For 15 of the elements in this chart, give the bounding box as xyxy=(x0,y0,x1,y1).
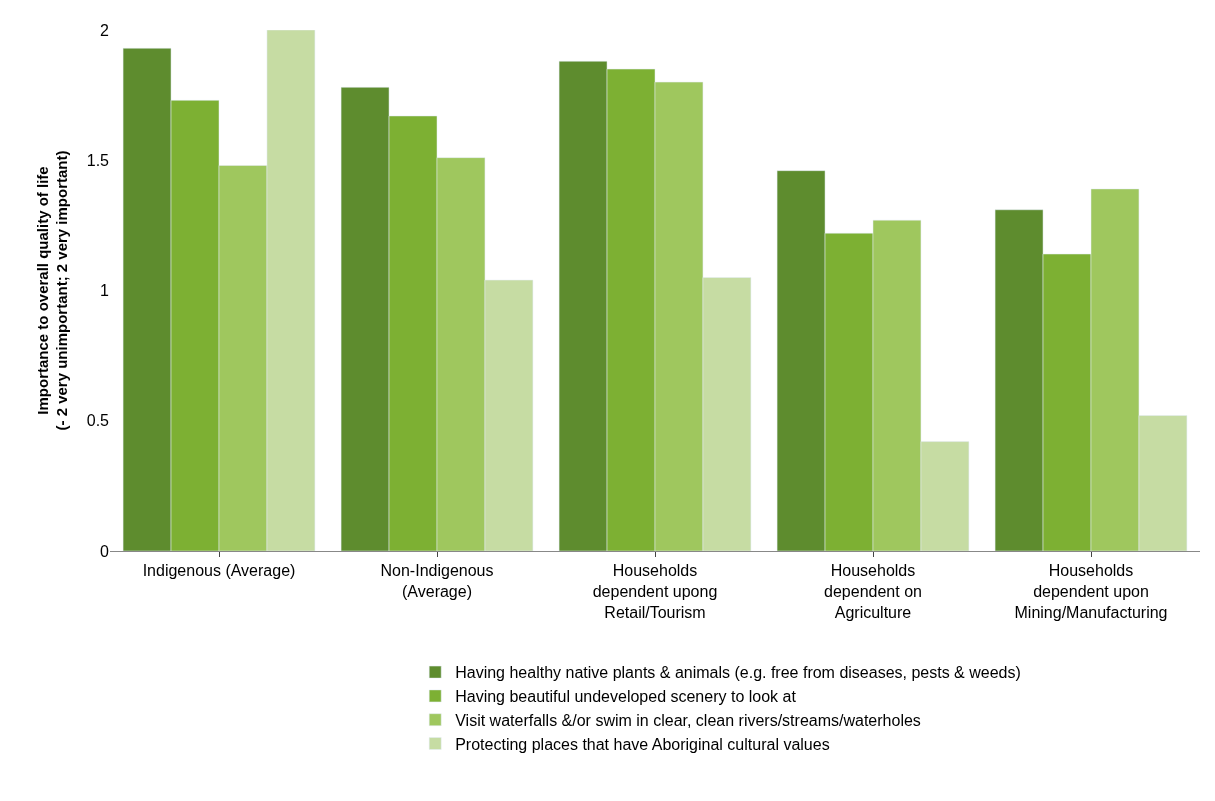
x-tick-label: Non-Indigenous (Average) xyxy=(380,562,494,600)
x-tick-label: Households dependent upong Retail/Tourism xyxy=(592,562,718,621)
y-tick-label: 2 xyxy=(100,21,110,39)
legend-label: Visit waterfalls &/or swim in clear, clean rivers/streams/waterholes xyxy=(455,711,921,729)
y-tick-label: 0 xyxy=(100,542,110,560)
legend-label: Having beautiful undeveloped scenery to look at xyxy=(455,688,797,706)
y-tick-label: 0.5 xyxy=(86,412,110,430)
legend-label: Protecting places that have Aboriginal cultural values xyxy=(455,735,830,753)
x-tick-label: Indigenous (Average) xyxy=(142,562,296,580)
x-tick-label: Households dependent upon Mining/Manufacturing xyxy=(1014,562,1168,621)
y-axis-title: Importance to overall quality of life (- 2 very unimportant; 2 very important) xyxy=(33,150,70,431)
y-tick-label: 1.5 xyxy=(86,151,110,169)
y-tick-label: 1 xyxy=(100,282,110,300)
legend-label: Having healthy native plants & animals (e.g. free from diseases, pests & weeds) xyxy=(455,664,1021,682)
x-tick-label: Households dependent on Agriculture xyxy=(824,562,922,621)
